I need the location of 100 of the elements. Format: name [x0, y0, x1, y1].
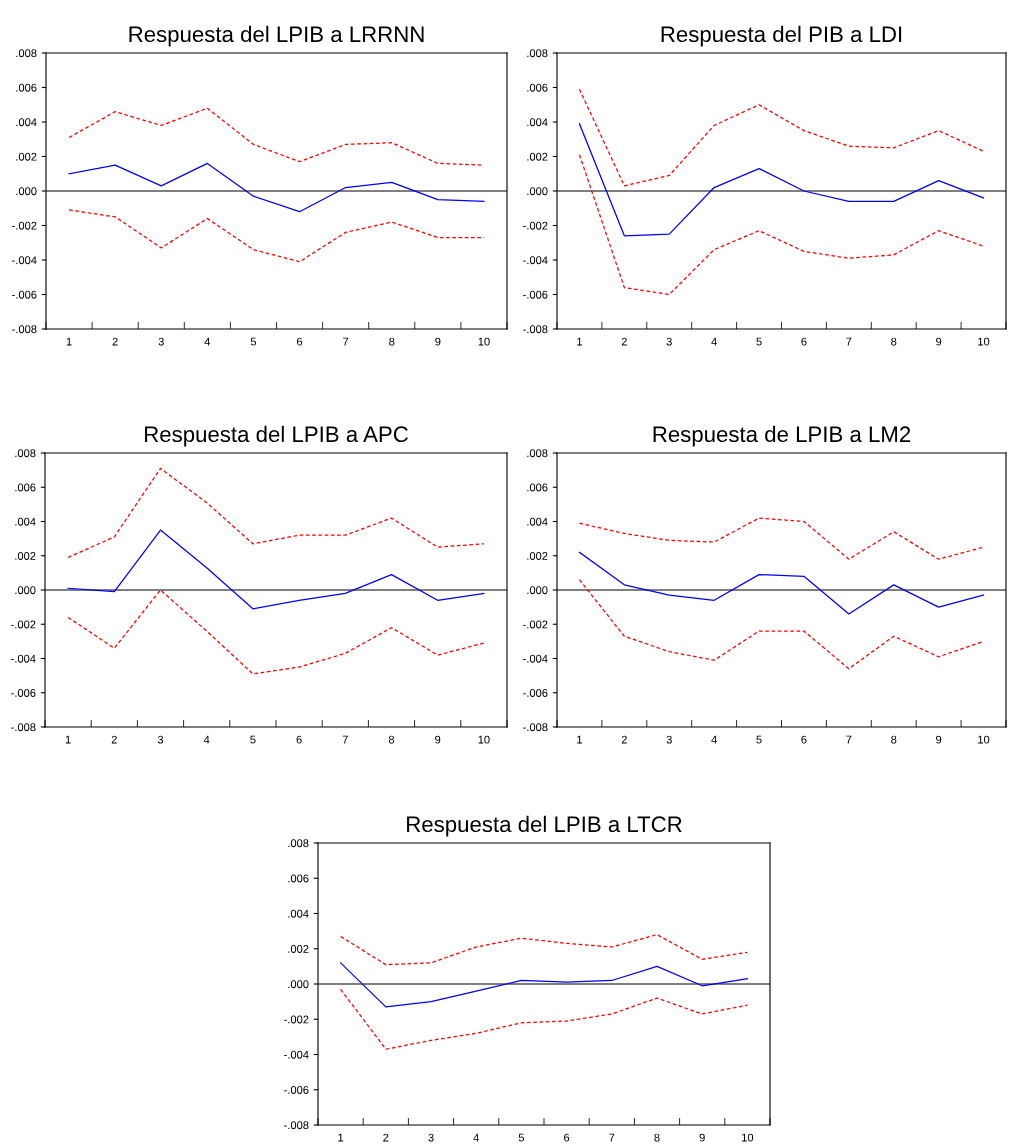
y-tick-label: .006 — [15, 483, 36, 492]
y-tick-label: -.004 — [523, 256, 548, 265]
x-tick-label: 5 — [518, 1133, 525, 1142]
y-tick-label: .000 — [527, 187, 548, 196]
y-tick-label: -.002 — [523, 620, 548, 629]
chart-title: Respuesta del PIB a LDI — [661, 25, 902, 47]
x-tick-label: 10 — [978, 735, 990, 744]
x-tick-label: 3 — [666, 735, 672, 744]
x-tick-label: 2 — [621, 735, 627, 744]
y-tick-label: .006 — [527, 483, 548, 492]
x-tick-label: 4 — [711, 735, 717, 744]
y-tick-label: -.006 — [523, 689, 548, 697]
x-tick-label: 1 — [577, 337, 582, 346]
x-tick-label: 5 — [250, 735, 256, 744]
y-tick-label: .000 — [288, 980, 309, 989]
y-tick-label: -.004 — [523, 654, 548, 663]
y-tick-label: .000 — [15, 586, 36, 595]
y-tick-label: .002 — [15, 552, 36, 560]
x-tick-label: 9 — [435, 337, 441, 346]
x-tick-label: 8 — [891, 337, 897, 346]
x-tick-label: 9 — [699, 1133, 705, 1142]
y-tick-label: .008 — [527, 49, 548, 58]
y-tick-label: .004 — [527, 118, 548, 127]
x-tick-label: 1 — [65, 735, 71, 744]
x-tick-label: 5 — [756, 735, 762, 744]
x-tick-label: 2 — [112, 337, 118, 346]
y-tick-label: .008 — [527, 449, 548, 458]
x-tick-label: 4 — [473, 1133, 479, 1142]
x-tick-label: 4 — [204, 337, 211, 346]
x-tick-label: 10 — [978, 337, 990, 346]
y-tick-label: .006 — [288, 874, 309, 883]
x-tick-label: 9 — [936, 337, 942, 346]
y-tick-label: -.004 — [284, 1050, 309, 1059]
y-tick-label: -.008 — [523, 325, 548, 334]
y-tick-label: .000 — [16, 187, 37, 196]
y-tick-label: -.008 — [11, 723, 36, 732]
y-tick-label: -.002 — [12, 221, 37, 230]
x-tick-label: 8 — [388, 735, 395, 744]
y-tick-label: -.004 — [11, 654, 36, 663]
y-tick-label: .002 — [527, 552, 548, 560]
y-tick-label: .008 — [15, 449, 36, 458]
x-tick-label: 4 — [711, 337, 717, 346]
x-tick-label: 1 — [66, 337, 72, 346]
y-tick-label: -.008 — [12, 325, 37, 334]
x-tick-label: 7 — [342, 735, 348, 744]
chart-title: Respuesta del LPIB a LRRNN — [129, 25, 424, 47]
x-tick-label: 10 — [742, 1133, 754, 1142]
y-tick-label: .004 — [288, 909, 309, 918]
y-tick-label: .004 — [16, 118, 37, 127]
y-tick-label: -.006 — [284, 1086, 309, 1094]
y-tick-label: .008 — [288, 839, 309, 848]
y-tick-label: -.008 — [284, 1121, 309, 1130]
x-tick-label: 5 — [756, 337, 762, 346]
x-tick-label: 6 — [296, 735, 302, 744]
y-tick-label: -.006 — [523, 290, 548, 299]
x-tick-label: 2 — [621, 337, 627, 346]
x-tick-label: 6 — [801, 337, 807, 346]
y-tick-label: .002 — [527, 152, 548, 161]
y-tick-label: -.006 — [11, 689, 36, 697]
x-tick-label: 5 — [250, 337, 257, 346]
y-tick-label: -.002 — [11, 620, 36, 629]
x-tick-label: 10 — [478, 337, 490, 346]
y-tick-label: .000 — [527, 586, 548, 595]
y-tick-label: .002 — [288, 945, 309, 953]
y-tick-label: .002 — [16, 152, 37, 161]
x-tick-label: 4 — [203, 735, 210, 744]
y-tick-label: .004 — [15, 517, 36, 526]
y-tick-label: -.004 — [12, 256, 37, 265]
x-tick-label: 6 — [564, 1133, 570, 1142]
y-tick-label: -.002 — [284, 1015, 309, 1024]
x-tick-label: 7 — [846, 337, 852, 346]
x-tick-label: 6 — [297, 337, 303, 346]
x-tick-label: 3 — [157, 735, 164, 744]
x-tick-label: 7 — [343, 337, 349, 346]
x-tick-label: 9 — [435, 735, 441, 744]
x-tick-label: 9 — [936, 735, 942, 744]
x-tick-label: 8 — [654, 1133, 660, 1142]
x-tick-label: 8 — [389, 337, 395, 346]
x-tick-label: 2 — [383, 1133, 389, 1142]
x-tick-label: 1 — [577, 735, 582, 744]
x-tick-label: 3 — [158, 337, 164, 346]
y-tick-label: .004 — [527, 517, 548, 526]
x-tick-label: 3 — [428, 1133, 434, 1142]
x-tick-label: 3 — [666, 337, 672, 346]
x-tick-label: 7 — [846, 735, 852, 744]
y-tick-label: .006 — [16, 83, 37, 92]
x-tick-label: 2 — [111, 735, 117, 744]
chart-title: Respuesta del LPIB a APC — [145, 425, 408, 447]
y-tick-label: -.008 — [523, 723, 548, 732]
x-tick-label: 1 — [338, 1133, 344, 1142]
y-tick-label: -.002 — [523, 221, 548, 230]
y-tick-label: -.006 — [12, 290, 37, 299]
y-tick-label: .008 — [16, 49, 37, 58]
x-tick-label: 8 — [891, 735, 897, 744]
chart-title: Respuesta del LPIB a LTCR — [407, 815, 682, 837]
y-tick-label: .006 — [527, 83, 548, 92]
chart-title: Respuesta de LPIB a LM2 — [653, 425, 911, 447]
x-tick-label: 7 — [609, 1133, 615, 1142]
x-tick-label: 6 — [801, 735, 807, 744]
x-tick-label: 10 — [478, 735, 490, 744]
